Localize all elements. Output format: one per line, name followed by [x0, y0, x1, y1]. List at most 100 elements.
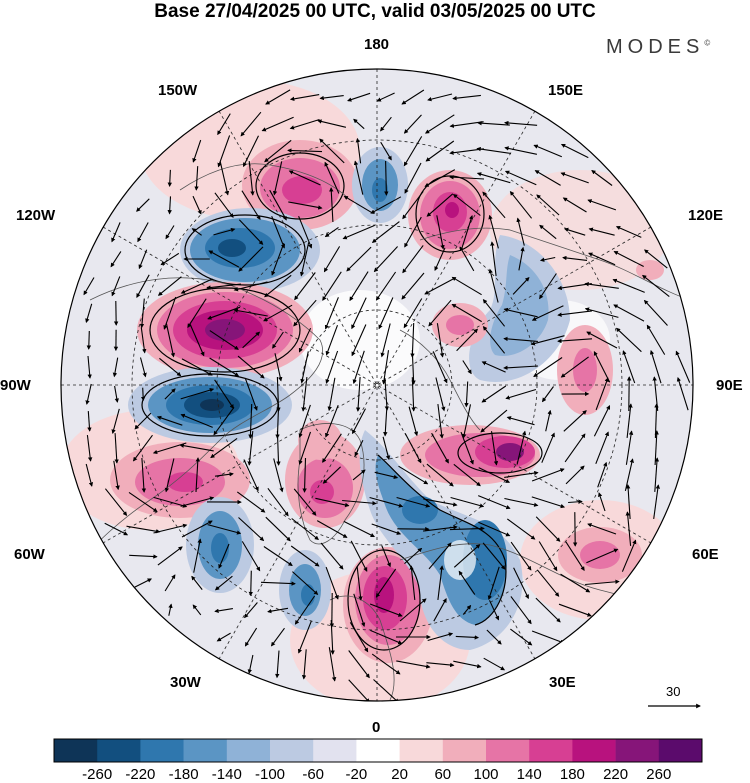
wind-vector [263, 304, 293, 322]
wind-vector [349, 622, 369, 653]
wind-vector [298, 431, 312, 465]
wind-vector [643, 299, 668, 326]
wind-vector [530, 335, 565, 346]
wind-vector [324, 161, 340, 194]
wind-vector [482, 191, 506, 219]
wind-vector [168, 603, 173, 616]
wind-vector [536, 569, 560, 597]
wind-vector [538, 541, 558, 572]
wind-vector [375, 271, 397, 301]
wind-vector [208, 250, 240, 268]
wind-vector [404, 547, 423, 565]
colorbar-tick-label: -140 [211, 766, 242, 783]
wind-vector [488, 268, 499, 303]
colorbar-swatch [140, 739, 184, 762]
wind-vector [348, 650, 370, 679]
colorbar-swatch [486, 739, 530, 762]
wind-vector [209, 357, 240, 377]
brand-logo: MODES© [606, 36, 711, 58]
wind-vector [355, 376, 361, 412]
wind-vector [323, 246, 341, 273]
wind-vector [263, 546, 293, 566]
wind-vector [187, 298, 207, 329]
wind-vector [316, 520, 348, 538]
wind-vector [426, 662, 455, 668]
wind-vector [482, 542, 506, 570]
wind-vector [242, 331, 261, 349]
wind-vector [533, 144, 563, 158]
wind-vector [324, 226, 339, 238]
wind-vector [241, 190, 261, 221]
wind-vector [588, 252, 616, 266]
wind-vector [136, 274, 150, 298]
wind-vector [564, 433, 586, 463]
wind-vector [487, 566, 500, 601]
wind-vector [408, 406, 419, 437]
wind-vector [322, 466, 341, 484]
wind-vector [86, 435, 93, 462]
wind-vector [452, 94, 481, 101]
lon-label-120e: 120E [688, 207, 724, 224]
wind-vector [112, 357, 119, 378]
wind-vector [409, 565, 416, 600]
colorbar [53, 738, 703, 763]
wind-vector [557, 338, 593, 344]
wind-vector [352, 469, 366, 481]
wind-vector [301, 377, 308, 412]
wind-vector [132, 434, 153, 462]
wind-vector [160, 252, 180, 266]
wind-vector [598, 492, 606, 512]
wind-vector [330, 619, 335, 655]
wind-vector [539, 256, 556, 262]
wind-vector [294, 595, 316, 625]
wind-vector [451, 276, 482, 296]
wind-vector [380, 323, 391, 358]
wind-vector [192, 139, 202, 163]
wind-vector [453, 463, 481, 487]
wind-vector [244, 627, 258, 647]
wind-vector [403, 298, 423, 329]
lon-label-60e: 60E [692, 546, 719, 563]
wind-vector [244, 377, 258, 411]
wind-vectors [83, 89, 691, 701]
wind-vector [207, 524, 242, 535]
colorbar-swatch [399, 739, 444, 762]
wind-vector [504, 170, 537, 186]
wind-vector [370, 196, 402, 214]
wind-vector [401, 272, 425, 300]
wind-vector [615, 226, 642, 238]
wind-vector [424, 277, 456, 295]
wind-vector [403, 136, 423, 167]
wind-vector [343, 520, 375, 538]
wind-vector [293, 488, 317, 516]
wind-vector [510, 596, 532, 625]
wind-vector [382, 436, 391, 461]
wind-vector [156, 415, 183, 426]
wind-vector [597, 461, 608, 488]
wind-vector [452, 193, 481, 216]
wind-vector [206, 283, 241, 290]
wind-vector [348, 679, 370, 701]
wind-vector [591, 169, 613, 186]
reference-vector-label: 30 [666, 684, 681, 699]
wind-vector [509, 191, 533, 219]
wind-vector [85, 383, 92, 405]
wind-vector [243, 459, 259, 492]
wind-vector [380, 141, 392, 161]
wind-vector [380, 116, 392, 132]
wind-vector [486, 629, 502, 645]
wind-vector [476, 146, 511, 154]
wind-vector [541, 432, 555, 463]
wind-vector [111, 276, 121, 297]
wind-vector [615, 327, 642, 353]
wind-vector [353, 160, 364, 195]
wind-vector [621, 539, 637, 572]
wind-vector [436, 323, 445, 358]
wind-vector [399, 598, 427, 622]
wind-vector [164, 388, 176, 400]
wind-vector [233, 308, 268, 317]
wind-vector [233, 281, 268, 292]
wind-vector [164, 574, 176, 592]
colorbar-swatch [270, 739, 314, 762]
wind-vector [453, 660, 482, 669]
